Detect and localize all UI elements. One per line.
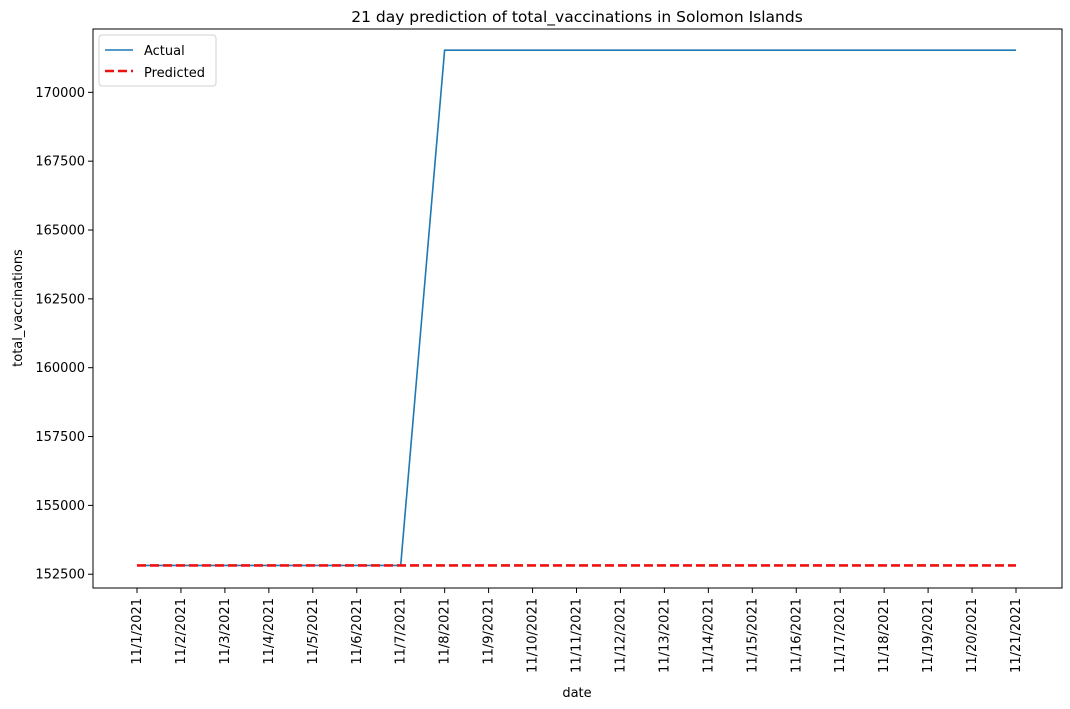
y-tick-label: 152500 xyxy=(35,568,85,583)
y-tick-label: 170000 xyxy=(35,86,85,101)
x-tick-label: 11/6/2021 xyxy=(350,598,365,665)
series-lines xyxy=(137,49,1016,567)
plot-frame xyxy=(92,28,1063,589)
x-tick-label: 11/20/2021 xyxy=(965,598,980,673)
x-tick-label: 11/17/2021 xyxy=(833,598,848,673)
legend-label-predicted: Predicted xyxy=(144,66,205,81)
x-tick-label: 11/21/2021 xyxy=(1009,598,1024,673)
x-tick-label: 11/8/2021 xyxy=(438,598,453,665)
chart-title: 21 day prediction of total_vaccinations … xyxy=(351,8,803,27)
x-tick-label: 11/5/2021 xyxy=(306,598,321,665)
x-tick-label: 11/10/2021 xyxy=(526,598,541,673)
x-tick-label: 11/2/2021 xyxy=(174,598,189,665)
y-tick-label: 155000 xyxy=(35,499,85,514)
y-tick-label: 157500 xyxy=(35,430,85,445)
x-tick-label: 11/3/2021 xyxy=(218,598,233,665)
y-tick-label: 160000 xyxy=(35,361,85,376)
x-tick-label: 11/4/2021 xyxy=(262,598,277,665)
x-tick-label: 11/19/2021 xyxy=(921,598,936,673)
series-line-actual xyxy=(137,49,1016,567)
legend-frame xyxy=(98,34,217,87)
x-tick-label: 11/13/2021 xyxy=(657,598,672,673)
x-tick-label: 11/18/2021 xyxy=(877,598,892,673)
x-tick-label: 11/7/2021 xyxy=(394,598,409,665)
x-tick-label: 11/16/2021 xyxy=(789,598,804,673)
y-tick-label: 165000 xyxy=(35,224,85,239)
y-tick-label: 162500 xyxy=(35,292,85,307)
x-tick-label: 11/15/2021 xyxy=(745,598,760,673)
x-tick-label: 11/9/2021 xyxy=(482,598,497,665)
x-tick-label: 11/1/2021 xyxy=(130,598,145,665)
x-tick-label: 11/14/2021 xyxy=(701,598,716,673)
y-axis-label: total_vaccinations xyxy=(11,249,26,367)
x-axis: 11/1/2021 11/2/2021 11/3/2021 11/4/2021 11/5… xyxy=(130,588,1024,673)
x-axis-label: date xyxy=(562,686,591,701)
x-tick-label: 11/12/2021 xyxy=(613,598,628,673)
legend-label-actual: Actual xyxy=(144,44,185,59)
legend: Actual Predicted xyxy=(98,34,217,87)
x-tick-label: 11/11/2021 xyxy=(570,598,585,673)
y-tick-label: 167500 xyxy=(35,155,85,170)
y-axis: 152500 155000 157500 160000 162500 165000 1675… xyxy=(35,86,93,583)
